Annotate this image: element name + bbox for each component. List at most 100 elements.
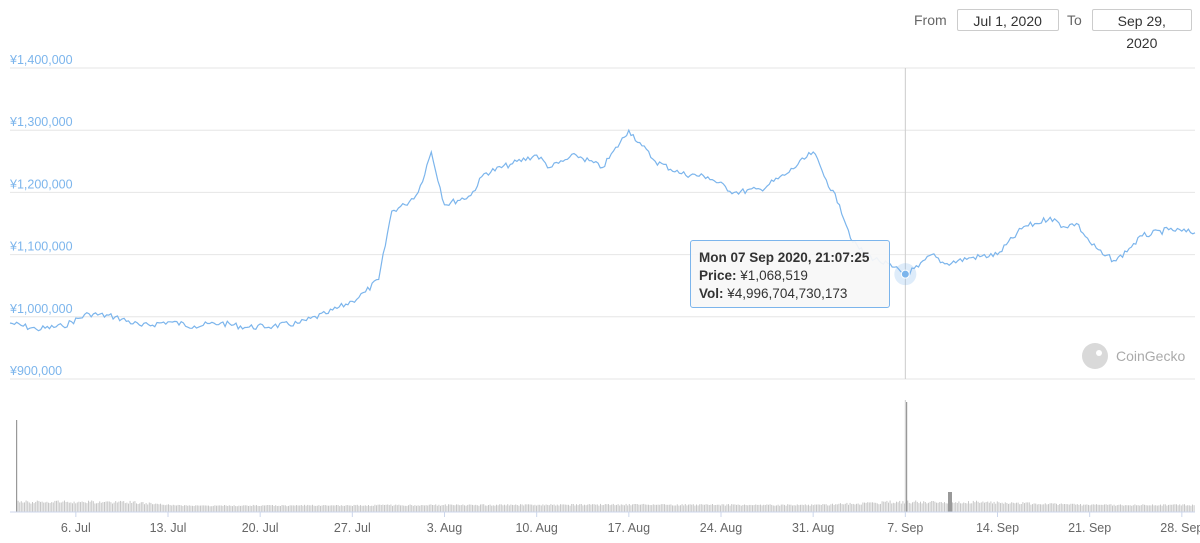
volume-bar (35, 501, 37, 512)
volume-bar (808, 504, 809, 512)
volume-bar (283, 505, 285, 512)
volume-bar (617, 504, 619, 512)
volume-bar (798, 505, 800, 512)
volume-bar (1174, 504, 1176, 512)
volume-bar (67, 501, 69, 512)
volume-bar (1089, 505, 1091, 512)
x-tick-label: 21. Sep (1068, 521, 1111, 535)
volume-bar (398, 504, 400, 512)
volume-bar (342, 505, 344, 512)
y-axis-labels: ¥1,400,000 ¥1,300,000 ¥1,200,000 ¥1,100,000… (9, 53, 73, 378)
volume-bar (1081, 505, 1083, 512)
volume-bar (1152, 504, 1153, 512)
volume-bar (918, 503, 920, 512)
volume-bar (675, 505, 677, 512)
volume-bar (553, 504, 555, 512)
volume-bar (1027, 502, 1029, 512)
volume-bar (888, 502, 889, 512)
price-line[interactable] (9, 128, 1196, 332)
volume-bar (44, 502, 46, 512)
volume-bar (747, 505, 749, 512)
volume-bar (203, 505, 205, 512)
volume-bar (840, 503, 841, 512)
tooltip-price-label: Price: (699, 268, 737, 283)
volume-bar (769, 504, 771, 512)
volume-bar (177, 504, 179, 512)
volume-bar (516, 505, 518, 512)
volume-bar (369, 506, 371, 512)
tooltip-vol-label: Vol: (699, 286, 724, 301)
volume-bar (1187, 505, 1189, 512)
volume-bar (1180, 505, 1182, 512)
volume-bar (1116, 505, 1118, 512)
volume-bar (216, 505, 217, 512)
volume-bar (539, 504, 541, 512)
volume-bar (350, 505, 352, 512)
volume-bar (936, 502, 937, 512)
volume-bar (852, 503, 854, 512)
volume-bar (353, 504, 355, 512)
volume-bar (478, 505, 480, 512)
volume-bar (972, 500, 974, 512)
volume-bar (1065, 504, 1067, 512)
volume-bar (561, 504, 563, 512)
volume-bar (465, 505, 467, 512)
volume-bar (998, 502, 1000, 512)
volume-bar (900, 503, 902, 512)
volume-bar (348, 505, 350, 512)
volume-bar (707, 504, 709, 512)
volume-bar (635, 504, 637, 512)
volume-bar (1025, 502, 1027, 512)
volume-bar (836, 504, 838, 512)
volume-bar (510, 504, 512, 512)
volume-bar (1030, 504, 1032, 512)
volume-bar (84, 502, 86, 512)
volume-bar (228, 505, 230, 512)
volume-bar (64, 500, 65, 512)
volume-bar (57, 500, 59, 512)
volume-bar (684, 504, 686, 512)
volume-bar (550, 504, 552, 512)
volume-bar (1144, 504, 1145, 512)
volume-bar (630, 505, 632, 512)
volume-bar (782, 504, 784, 512)
volume-bar (48, 502, 49, 512)
volume-bar (256, 505, 257, 512)
hover-point[interactable] (900, 269, 910, 279)
volume-bar (636, 504, 638, 512)
volume-bar (1136, 505, 1137, 512)
volume-bar (240, 505, 241, 512)
volume-bar (425, 505, 427, 512)
volume-bar (384, 505, 385, 512)
volume-bar (1003, 503, 1005, 512)
volume-bar (444, 504, 446, 512)
volume-bar (1121, 505, 1123, 512)
x-tick-label: 24. Aug (700, 521, 742, 535)
volume-bar (1166, 505, 1168, 512)
volume-bar (1145, 505, 1147, 512)
volume-bar (814, 504, 816, 512)
volume-bar (1032, 504, 1033, 512)
to-date-input[interactable]: Sep 29, 2020 (1091, 9, 1192, 51)
volume-bar (137, 504, 139, 512)
volume-bar (896, 501, 897, 512)
volume-bar (385, 504, 387, 512)
volume-bar (289, 505, 291, 512)
volume-bar (1019, 504, 1021, 512)
volume-bar (1014, 503, 1016, 512)
volume-bar (633, 504, 635, 512)
volume-bar (318, 505, 320, 512)
volume-bar (995, 503, 997, 512)
volume-bar (264, 505, 265, 512)
volume-bar (953, 502, 955, 512)
volume-bar (174, 505, 176, 512)
volume-bar (368, 505, 369, 512)
from-date-input[interactable]: Jul 1, 2020 (956, 9, 1059, 31)
volume-bar (955, 502, 957, 512)
volume-bar (886, 500, 888, 512)
volume-bar (88, 500, 89, 512)
volume-bar (406, 505, 408, 512)
volume-bar (387, 504, 389, 512)
volume-bar (556, 504, 558, 512)
